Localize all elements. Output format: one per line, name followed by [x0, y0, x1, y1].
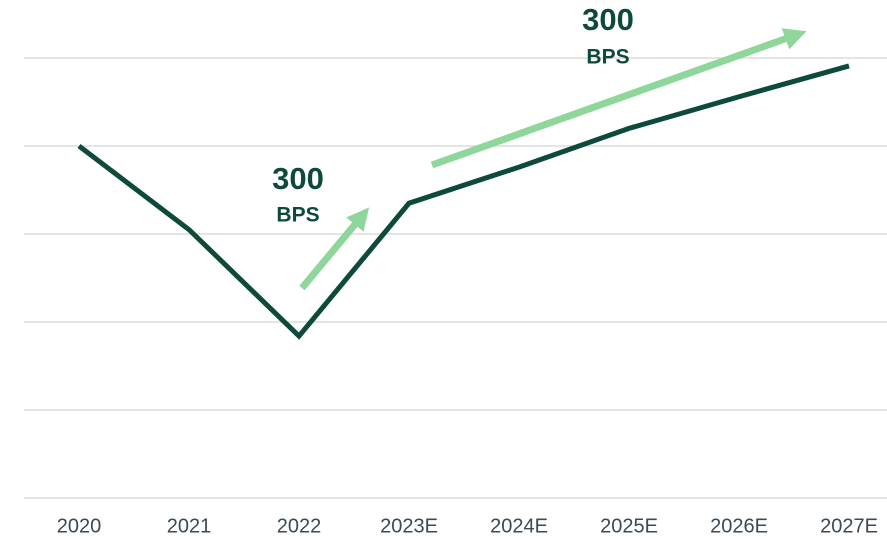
annotation-value: 300	[582, 2, 634, 37]
annotation-unit: BPS	[586, 46, 629, 69]
annotation-unit: BPS	[276, 204, 319, 227]
trend-arrow	[299, 207, 370, 291]
x-tick-label: 2025E	[600, 515, 658, 537]
x-tick-label: 2023E	[380, 515, 438, 537]
x-tick-label: 2024E	[490, 515, 548, 537]
data-line	[77, 63, 850, 340]
x-tick-label: 2027E	[820, 515, 878, 537]
x-tick-label: 2020	[57, 515, 102, 537]
x-tick-label: 2021	[167, 515, 212, 537]
trend-arrow	[430, 28, 807, 169]
x-tick-label: 2026E	[710, 515, 768, 537]
x-tick-label: 2022	[277, 515, 322, 537]
annotation-value: 300	[272, 161, 324, 196]
